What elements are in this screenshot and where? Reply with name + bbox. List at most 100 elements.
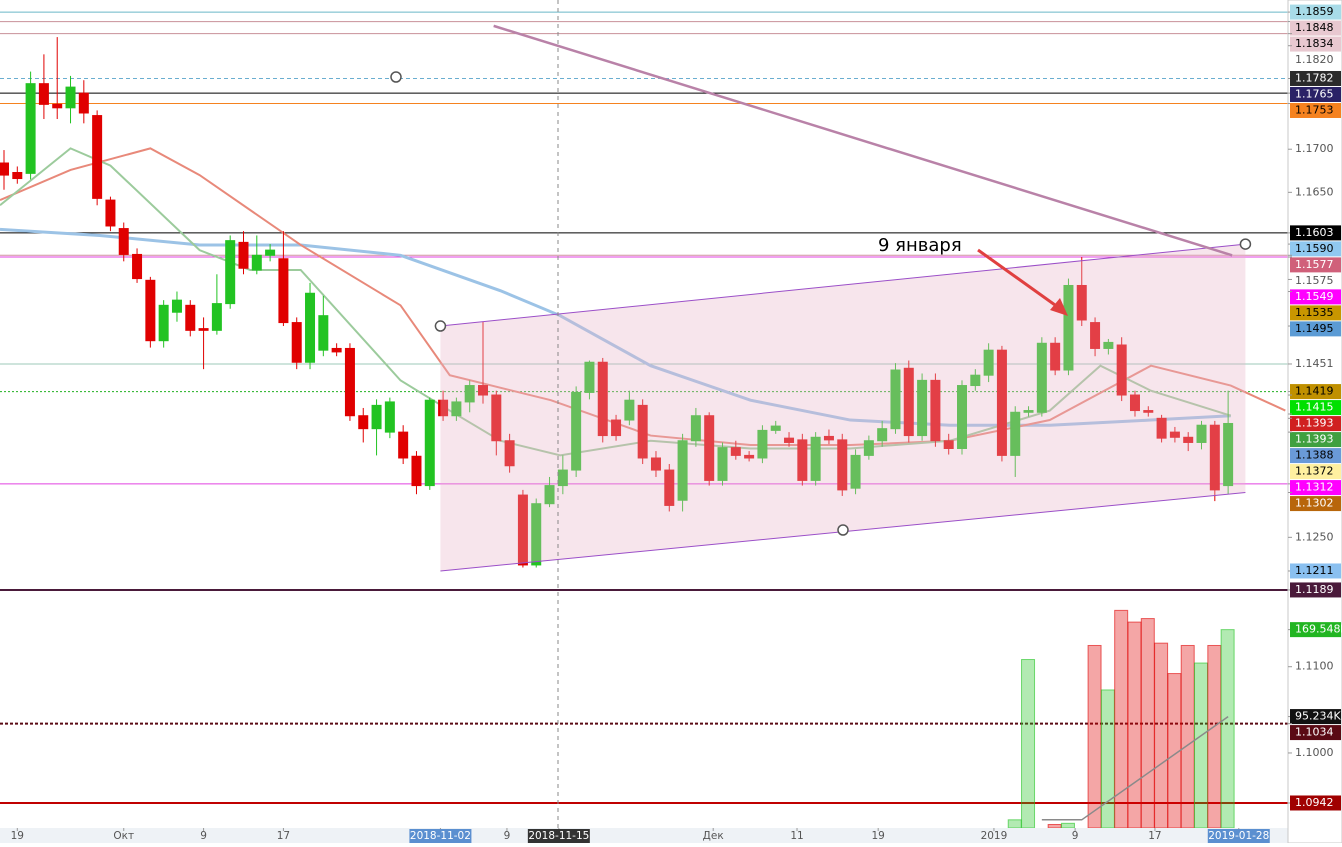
candle-body xyxy=(597,361,608,437)
candle-body xyxy=(118,228,129,255)
volume-bar xyxy=(1220,629,1235,828)
price-tag: 1.1848 xyxy=(1295,21,1334,34)
candle-body xyxy=(557,469,568,487)
price-tag-bg xyxy=(1290,464,1341,480)
channel-fill xyxy=(440,244,1246,571)
handle[interactable] xyxy=(390,71,402,83)
price-tag-bg xyxy=(1290,416,1341,432)
candle-body xyxy=(1116,344,1127,396)
candle-body xyxy=(930,379,941,442)
x-tick-label: 19 xyxy=(11,830,24,842)
candle-body xyxy=(478,385,488,396)
price-tag-bg xyxy=(1290,795,1341,811)
price-tag-bg xyxy=(1290,496,1341,512)
candle-body xyxy=(1076,284,1087,321)
price-tag-bg xyxy=(1290,725,1341,741)
candle-body xyxy=(105,199,116,227)
price-tag-bg xyxy=(1290,384,1341,400)
candle-body xyxy=(438,399,449,417)
candle-body xyxy=(38,83,49,105)
price-tag-bg xyxy=(1290,448,1341,464)
price-tag: 1.1415 xyxy=(1295,401,1334,414)
candle-body xyxy=(624,399,635,421)
volume-bar xyxy=(1060,822,1075,828)
candle-body xyxy=(145,279,156,342)
candle-body xyxy=(52,103,63,109)
volume-bar xyxy=(1154,642,1169,828)
volume-bar xyxy=(1194,662,1209,828)
volume-bar xyxy=(1127,621,1142,828)
price-tag: 1.1451 xyxy=(1295,357,1334,370)
candle-body xyxy=(784,437,795,443)
volume-bar xyxy=(1007,819,1022,828)
candle-body xyxy=(65,86,76,109)
plot-area xyxy=(0,11,1288,828)
candle-body xyxy=(158,304,169,342)
price-tag-bg xyxy=(1290,102,1341,118)
candle-body xyxy=(225,240,236,305)
candle-body xyxy=(823,435,834,441)
y-tick-label: 1.1650 xyxy=(1295,185,1334,198)
x-tick-bg xyxy=(409,829,472,843)
volume-bar xyxy=(1021,659,1036,828)
candle-body xyxy=(1050,342,1061,371)
candle-body xyxy=(677,440,688,501)
candle-body xyxy=(996,349,1007,456)
candle-body xyxy=(305,292,316,363)
volume-bar xyxy=(1047,823,1062,828)
price-tag: 1.1535 xyxy=(1295,306,1334,319)
x-tick-label: 2019-01-28 xyxy=(1208,830,1269,842)
x-tick-label: 11 xyxy=(790,830,803,842)
volume-tag: 95.234K xyxy=(1295,710,1341,723)
x-tick-label: Дек xyxy=(703,830,724,842)
candle-body xyxy=(571,391,582,471)
candle-body xyxy=(637,404,648,459)
price-tag-bg xyxy=(1290,582,1341,598)
volume-bar xyxy=(1207,644,1222,828)
candle-body xyxy=(1169,431,1180,438)
candle-body xyxy=(344,347,355,417)
candle-body xyxy=(265,249,276,256)
candle-body xyxy=(1209,424,1220,491)
y-tick-label: 1.1820 xyxy=(1295,53,1334,66)
candle-body xyxy=(863,440,874,456)
x-tick-bg xyxy=(527,829,590,843)
price-tag-bg xyxy=(1290,36,1341,52)
candle-body xyxy=(25,83,36,174)
price-tag-bg xyxy=(1290,305,1341,321)
candle-body xyxy=(917,379,928,437)
candle-body xyxy=(424,399,435,487)
candle-body xyxy=(12,172,23,180)
x-tick-label: 2018-11-15 xyxy=(528,830,589,842)
y-tick-label: 1.1250 xyxy=(1295,530,1334,543)
candle-body xyxy=(957,385,968,450)
candle-body xyxy=(211,303,222,331)
volume-ma xyxy=(1041,715,1229,821)
price-tag-bg xyxy=(1290,400,1341,416)
price-tag: 1.1834 xyxy=(1295,37,1334,50)
x-axis-strip xyxy=(0,828,1288,843)
axis: 1.1859 1.1848 1.1834 1.1820 1.1782 1.1765 1.17… xyxy=(11,4,1342,843)
candle-body xyxy=(744,454,755,459)
candle-body xyxy=(704,415,715,481)
price-tag: 1.1603 xyxy=(1295,226,1334,239)
price-tag: 1.1590 xyxy=(1295,242,1334,255)
candle-body xyxy=(1183,436,1194,443)
channel-line xyxy=(440,243,1246,327)
price-tag: 1.1189 xyxy=(1295,583,1334,596)
candle-body xyxy=(1023,410,1034,413)
handle[interactable] xyxy=(837,524,849,536)
x-tick-label: 2018-11-02 xyxy=(410,830,471,842)
candle-body xyxy=(0,162,9,176)
y-tick-label: 1.1100 xyxy=(1295,660,1334,673)
candle-body xyxy=(1129,394,1140,412)
candle-body xyxy=(664,469,675,506)
candle-body xyxy=(1103,341,1114,349)
volume-tag: 169.548K xyxy=(1295,623,1342,636)
price-tag-bg xyxy=(1290,70,1341,86)
price-tag: 1.1372 xyxy=(1295,465,1334,478)
x-tick-bg xyxy=(1207,829,1270,843)
candle-body xyxy=(1090,322,1101,349)
candle-body xyxy=(531,503,542,566)
candle-body xyxy=(717,447,728,481)
